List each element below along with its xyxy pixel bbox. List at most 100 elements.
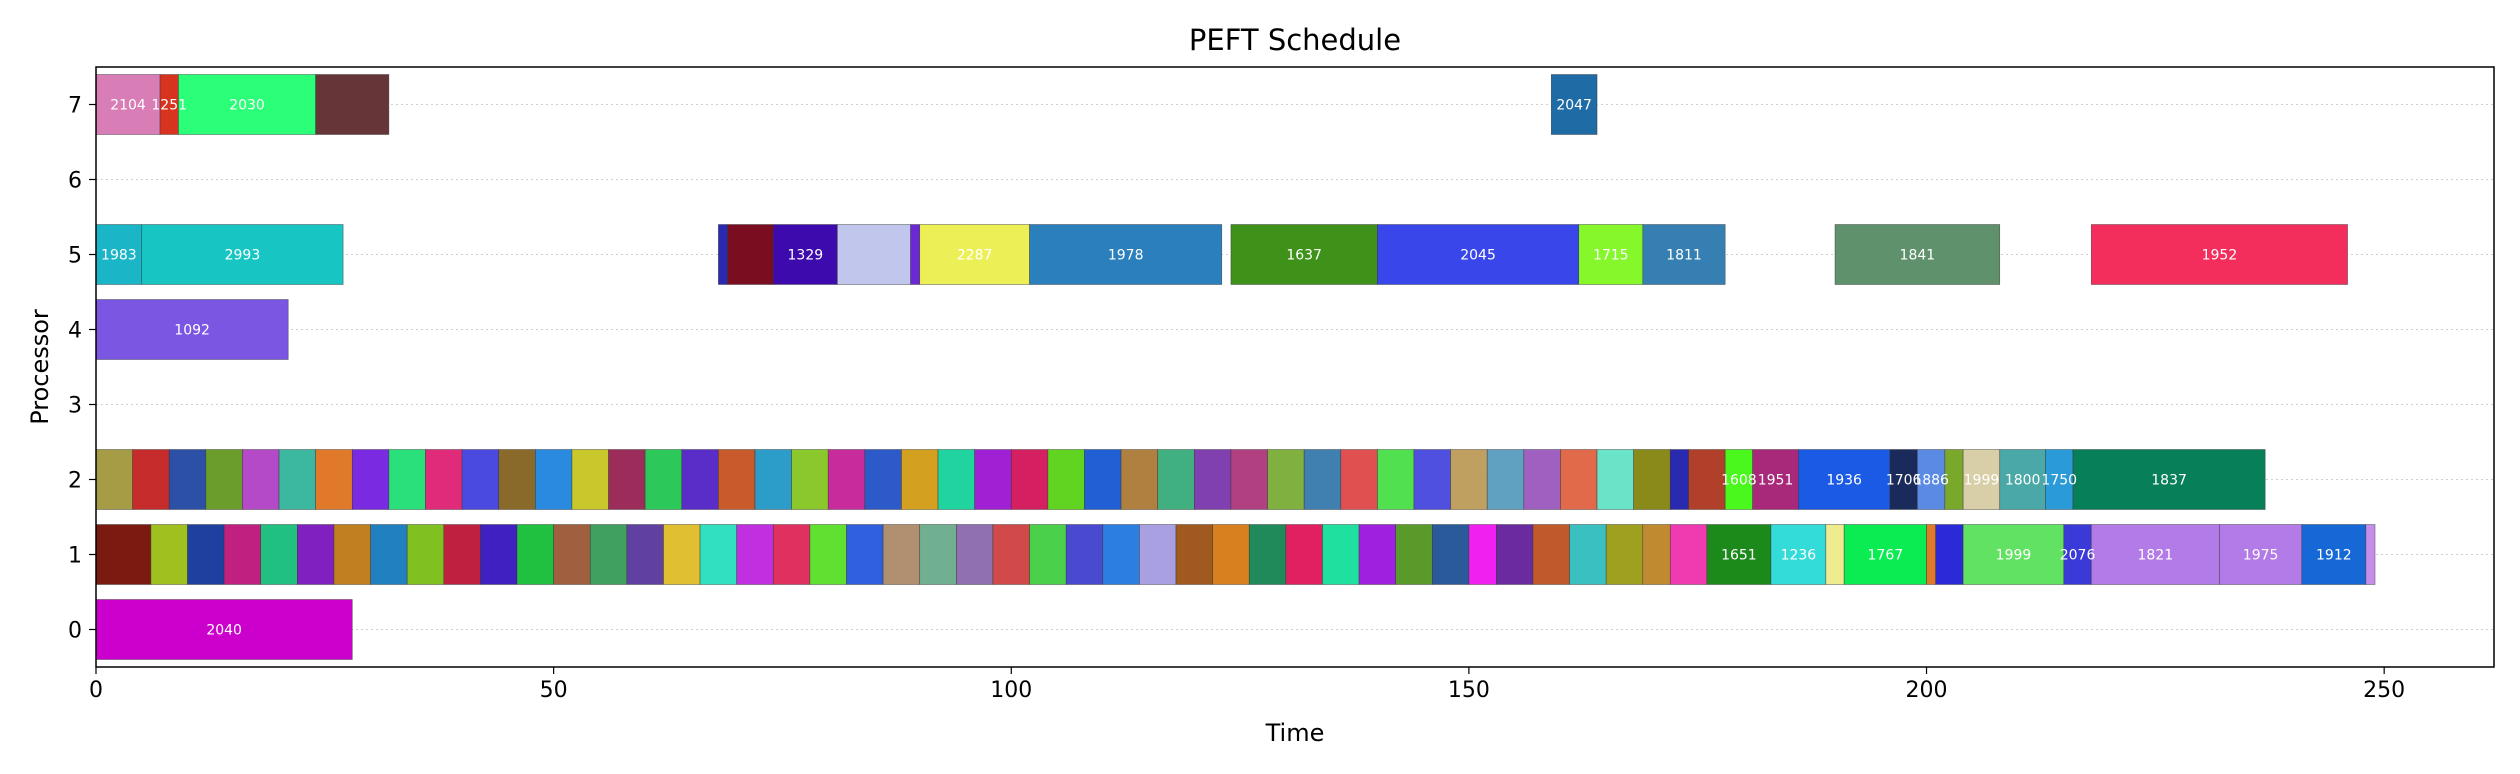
task-bar: [95, 74, 161, 135]
task-bar: [480, 524, 518, 585]
y-tick-label: 1: [68, 544, 82, 569]
task-bar: [1834, 224, 2001, 285]
task-bar: [974, 449, 1012, 510]
task-bar: [297, 524, 335, 585]
task-bar: [1926, 524, 1936, 585]
task-bar: [95, 224, 143, 285]
task-bar: [1065, 524, 1104, 585]
task-bar: [1230, 449, 1268, 510]
task-label: 2287: [957, 248, 993, 264]
task-bar: [1120, 449, 1159, 510]
task-bar: [1569, 524, 1607, 585]
task-bar: [406, 524, 445, 585]
task-bars: [95, 74, 2376, 660]
task-bar: [791, 449, 829, 510]
task-bar: [1157, 449, 1195, 510]
task-bar: [315, 74, 390, 135]
x-tick-label: 250: [2363, 678, 2405, 703]
task-bar: [1486, 449, 1525, 510]
task-label: 1951: [1758, 473, 1794, 489]
task-bar: [736, 524, 774, 585]
task-bar: [498, 449, 536, 510]
x-tick-label: 100: [990, 678, 1032, 703]
task-bar: [370, 524, 408, 585]
task-label: 2104: [110, 98, 146, 114]
task-bar: [205, 449, 243, 510]
task-bar: [1596, 449, 1634, 510]
task-bar: [772, 224, 838, 285]
task-bar: [315, 449, 353, 510]
y-tick-label: 2: [68, 469, 82, 494]
task-label: 2076: [2060, 548, 2096, 564]
task-bar: [1642, 524, 1671, 585]
task-bar: [589, 524, 628, 585]
task-bar: [516, 524, 554, 585]
chart-title: PEFT Schedule: [1189, 23, 1401, 57]
task-bar: [1285, 524, 1323, 585]
task-bar: [388, 449, 426, 510]
task-bar: [141, 224, 344, 285]
task-bar: [626, 524, 664, 585]
task-bar: [837, 224, 911, 285]
task-bar: [187, 524, 225, 585]
task-bar: [1029, 524, 1067, 585]
task-bar: [1560, 449, 1598, 510]
task-label: 1608: [1721, 473, 1757, 489]
task-label: 1886: [1913, 473, 1949, 489]
task-bar: [461, 449, 500, 510]
task-bar: [1550, 74, 1598, 135]
x-tick-label: 0: [89, 678, 103, 703]
plot-frame: [95, 66, 2495, 668]
task-bar: [754, 449, 792, 510]
task-label: 1750: [2041, 473, 2077, 489]
task-bar: [1468, 524, 1497, 585]
task-label: 1800: [2005, 473, 2041, 489]
task-label: 1999: [1964, 473, 2000, 489]
task-bar: [1010, 449, 1049, 510]
task-label: 1251: [151, 98, 187, 114]
task-bar: [1212, 524, 1250, 585]
task-bar: [1340, 449, 1378, 510]
task-bar: [1917, 449, 1946, 510]
task-label: 1821: [2138, 548, 2174, 564]
task-bar: [1724, 449, 1753, 510]
task-bar: [1431, 524, 1470, 585]
task-bar: [1770, 524, 1827, 585]
task-bar: [95, 299, 289, 360]
task-bar: [278, 449, 316, 510]
task-label: 2045: [1460, 248, 1496, 264]
y-tick-label: 4: [68, 319, 82, 344]
task-bar: [864, 449, 902, 510]
task-bar: [168, 449, 207, 510]
task-bar: [644, 449, 683, 510]
x-axis-label: Time: [1265, 719, 1325, 747]
task-bar: [1999, 449, 2046, 510]
task-bar: [1523, 449, 1561, 510]
task-bar: [882, 524, 921, 585]
task-bar: [1139, 524, 1177, 585]
task-bar: [1669, 449, 1689, 510]
task-bar: [1843, 524, 1927, 585]
x-tick-label: 150: [1448, 678, 1490, 703]
task-label: 1651: [1721, 548, 1757, 564]
task-bar: [1102, 524, 1140, 585]
task-bar: [443, 524, 481, 585]
task-bar: [1578, 224, 1644, 285]
task-bar: [1798, 449, 1891, 510]
task-bar: [351, 449, 390, 510]
task-bar: [827, 449, 866, 510]
task-label: 1983: [101, 248, 137, 264]
task-bar: [1029, 224, 1223, 285]
task-bar: [727, 224, 774, 285]
task-bar: [1605, 524, 1644, 585]
task-label: 2030: [229, 98, 265, 114]
task-bar: [1532, 524, 1570, 585]
task-bar: [1395, 524, 1433, 585]
task-label: 1706: [1886, 473, 1922, 489]
y-tick-label: 6: [68, 169, 82, 194]
task-bar: [1303, 449, 1342, 510]
task-bar: [1230, 224, 1378, 285]
task-bar: [956, 524, 994, 585]
